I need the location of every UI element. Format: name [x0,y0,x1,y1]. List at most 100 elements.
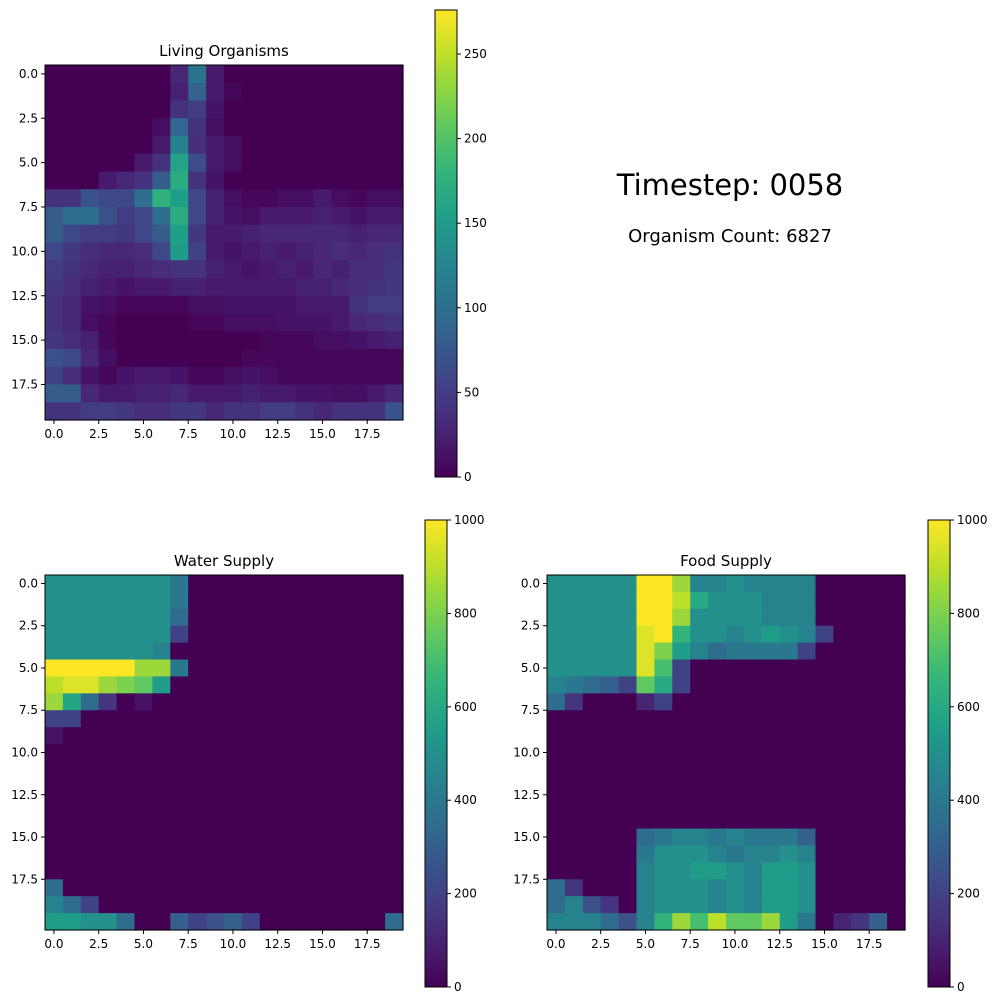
heatmap-cell [62,136,82,155]
heatmap-cell [313,153,332,173]
heatmap-cell [295,136,315,155]
heatmap-cell [259,879,279,897]
heatmap-cell [80,575,100,593]
heatmap-cell [188,676,207,694]
heatmap-cell [152,136,171,155]
heatmap-cell [743,845,763,863]
heatmap-cell [295,591,315,610]
heatmap-cell [582,913,602,931]
heatmap-cell [295,65,315,84]
heatmap-cell [726,591,745,610]
heatmap-cell [62,171,82,190]
heatmap-cell [367,153,386,173]
heatmap-cell [726,760,745,779]
y-tick-label: 2.5 [19,111,38,125]
heatmap-cell [241,710,261,728]
heatmap-cell [349,260,368,279]
heatmap-cell [152,896,171,914]
heatmap-cell [331,642,350,661]
heatmap-cell [224,777,243,796]
heatmap-cell [726,676,745,694]
heatmap-cell [815,845,834,863]
heatmap-cell [134,591,153,610]
heatmap-cell [241,913,261,931]
heatmap-cell [313,744,332,762]
heatmap-cell [564,710,584,728]
y-tick-label: 15.0 [11,830,38,844]
heatmap-cell [779,591,799,610]
heatmap-cell [116,136,136,155]
x-tick-label: 5.0 [134,937,153,951]
heatmap-cell [367,575,386,593]
heatmap-cell [152,811,171,830]
heatmap-cell [726,862,745,880]
heatmap-cell [331,794,350,813]
heatmap-cell [331,331,350,350]
heatmap-cell [636,845,655,863]
heatmap-cell [600,862,620,880]
x-tick-label: 12.5 [264,427,291,441]
heatmap-cell [116,575,136,593]
heatmap-cell [295,171,315,190]
heatmap-cell [582,879,602,897]
heatmap-cell [45,82,64,102]
heatmap-cell [134,811,153,830]
heatmap-cell [188,693,207,711]
heatmap-cell [134,171,153,190]
heatmap-cell [62,366,82,386]
heatmap-cell [295,224,315,244]
heatmap-cell [636,777,655,796]
heatmap-cell [277,100,297,119]
heatmap-cell [887,845,906,863]
heatmap-cell [224,349,243,368]
heatmap-cell [887,862,906,880]
heatmap-cell [367,100,386,119]
heatmap-cell [815,676,834,694]
heatmap-cell [887,879,906,897]
heatmap-cell [761,760,781,779]
heatmap-cell [654,676,673,694]
heatmap-cell [241,349,261,368]
heatmap-cell [188,207,207,226]
heatmap-cell [170,760,189,779]
heatmap-cell [277,625,297,644]
heatmap-cell [385,896,404,914]
heatmap-cell [45,136,64,155]
heatmap-cell [331,811,350,830]
heatmap-cell [241,260,261,279]
heatmap-cell [564,744,584,762]
heatmap-cell [708,744,727,762]
heatmap-cell [600,794,620,813]
heatmap-cell [833,676,852,694]
heatmap-cell [80,260,100,279]
heatmap-cell [152,591,171,610]
heatmap-cell [206,879,225,897]
heatmap-cell [797,862,817,880]
heatmap-cell [80,171,100,190]
heatmap-cell [295,207,315,226]
heatmap-cell [134,845,153,863]
heatmap-cell [188,710,207,728]
heatmap-cell [547,879,566,897]
heatmap-cell [45,313,64,332]
heatmap-cell [277,642,297,661]
heatmap-cell [80,794,100,813]
heatmap-cell [743,794,763,813]
heatmap-cell [170,313,189,332]
heatmap-cell [188,82,207,102]
heatmap-cell [134,295,153,315]
heatmap-cell [564,591,584,610]
heatmap-cell [259,575,279,593]
heatmap-cell [618,642,638,661]
heatmap-cell [241,331,261,350]
heatmap-cell [259,625,279,644]
heatmap-cell [654,727,673,745]
heatmap-cell [869,642,888,661]
colorbar-tick-label: 100 [464,301,487,315]
colorbar-tick-label: 0 [454,980,462,994]
heatmap-cell [80,608,100,627]
heatmap-cell [80,65,100,84]
y-tick-label: 12.5 [513,788,540,802]
heatmap-cell [224,278,243,297]
heatmap-cell [797,828,817,847]
